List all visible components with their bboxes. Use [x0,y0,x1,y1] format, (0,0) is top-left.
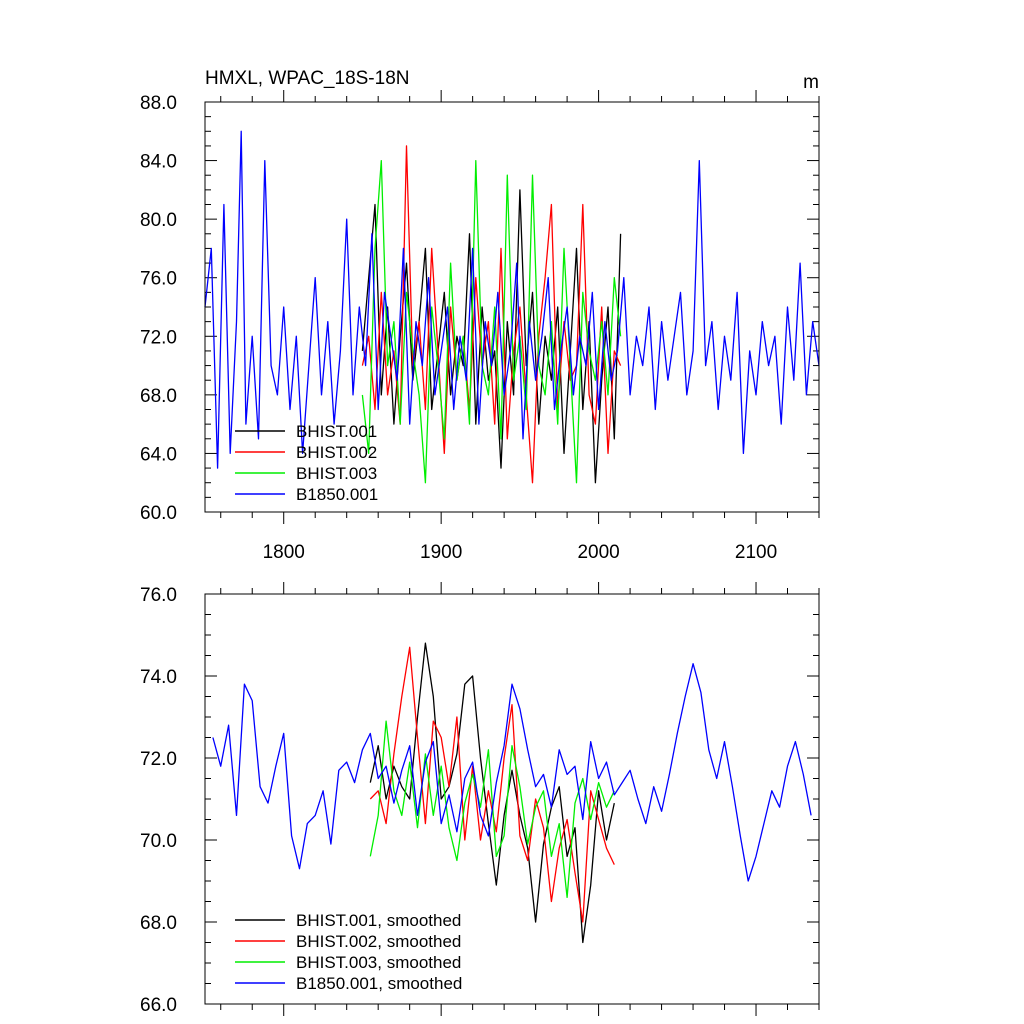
legend-label: BHIST.001 [296,422,377,441]
legend-label: BHIST.002 [296,443,377,462]
series-line [361,145,622,484]
top-panel: HMXL, WPAC_18S-18N m 60.0 64.0 68.0 72.0 76.… [140,68,820,563]
y-tick-label: 72.0 [140,327,177,348]
series-line [369,642,615,944]
y-tick-label: 60.0 [140,503,177,524]
top-y-tick-labels: 60.0 64.0 68.0 72.0 76.0 80.0 84.0 88.0 [140,93,177,524]
y-tick-label: 76.0 [140,269,177,290]
x-tick-label: 2000 [577,542,619,563]
bottom-plot-frame [204,593,820,1005]
top-plot-frame [204,101,820,513]
y-tick-label: 88.0 [140,93,177,114]
legend-label: BHIST.003, smoothed [296,953,461,972]
series-line [212,663,812,882]
legend-label: BHIST.002, smoothed [296,932,461,951]
y-tick-label: 66.0 [140,995,177,1016]
bottom-y-tick-labels: 66.0 68.0 70.0 72.0 74.0 76.0 [140,585,177,1016]
y-tick-label: 84.0 [140,152,177,173]
top-series-lines [204,130,820,484]
series-line [204,130,820,469]
y-tick-label: 64.0 [140,444,177,465]
legend-label: BHIST.001, smoothed [296,911,461,930]
bottom-panel: 66.0 68.0 70.0 72.0 74.0 76.0 BHIST.001, smoo… [140,582,820,1016]
bottom-legend: BHIST.001, smoothed BHIST.002, smoothed BH… [235,911,462,993]
x-tick-label: 1800 [263,542,305,563]
top-legend: BHIST.001 BHIST.002 BHIST.003 B1850.001 [235,422,378,504]
y-tick-label: 70.0 [140,831,177,852]
legend-label: BHIST.003 [296,464,377,483]
top-x-tick-labels: 1800 1900 2000 2100 [263,542,778,563]
series-line [369,720,615,899]
top-chart-units: m [803,72,819,93]
y-tick-label: 72.0 [140,749,177,770]
y-tick-label: 74.0 [140,667,177,688]
x-tick-label: 2100 [735,542,777,563]
y-tick-label: 80.0 [140,210,177,231]
y-tick-label: 68.0 [140,913,177,934]
y-tick-label: 76.0 [140,585,177,606]
legend-label: B1850.001, smoothed [296,974,462,993]
bottom-series-lines [212,642,812,944]
y-tick-label: 68.0 [140,386,177,407]
top-axis-ticks [205,90,820,524]
legend-label: B1850.001 [296,485,378,504]
top-chart-title: HMXL, WPAC_18S-18N [205,68,410,89]
x-tick-label: 1900 [420,542,462,563]
